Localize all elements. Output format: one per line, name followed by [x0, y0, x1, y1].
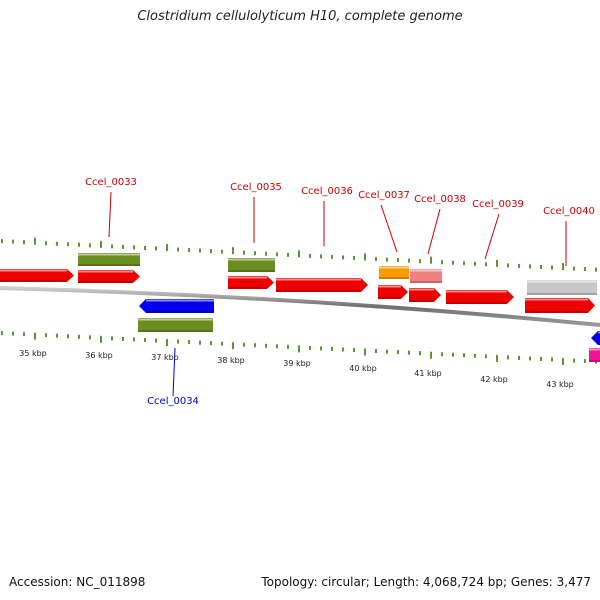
gene-feature — [228, 276, 274, 289]
reverse-tick-track — [1, 331, 597, 366]
leader-line — [108, 191, 112, 238]
gene-feature — [139, 299, 214, 313]
gene-features — [0, 253, 600, 362]
leader-line — [380, 204, 398, 253]
gene-feature — [379, 266, 409, 279]
kbp-label: 41 kbp — [414, 369, 442, 378]
map-title: Clostridium cellulolyticum H10, complete… — [137, 9, 463, 24]
gene-feature — [78, 270, 140, 283]
gene-feature — [591, 331, 600, 345]
leader-line — [484, 213, 500, 260]
gene-label: Ccel_0036 — [301, 186, 353, 197]
kbp-label: 38 kbp — [217, 356, 245, 365]
gene-feature — [138, 318, 213, 332]
gene-feature — [78, 253, 140, 266]
kbp-label: 42 kbp — [480, 375, 508, 384]
kbp-label: 39 kbp — [283, 359, 311, 368]
kbp-label: 37 kbp — [151, 353, 179, 362]
gene-label: Ccel_0039 — [472, 199, 524, 210]
gene-label: Ccel_0035 — [230, 182, 282, 193]
leader-line — [172, 347, 176, 397]
kbp-labels: 35 kbp 36 kbp 37 kbp 38 kbp 39 kbp 40 kbp 41 k… — [19, 349, 574, 389]
gene-feature — [527, 280, 597, 295]
kbp-label: 43 kbp — [546, 380, 574, 389]
gene-label: Ccel_0037 — [358, 190, 410, 201]
gene-feature — [228, 258, 275, 272]
gene-feature — [410, 269, 442, 283]
kbp-label: 36 kbp — [85, 351, 113, 360]
gene-label: Ccel_0033 — [85, 177, 137, 188]
gene-feature — [276, 278, 368, 292]
gene-labels: Ccel_0033 Ccel_0034 Ccel_0035 Ccel_0036 Ccel… — [85, 177, 595, 407]
gene-label: Ccel_0040 — [543, 206, 595, 217]
gene-feature — [409, 288, 441, 302]
forward-tick-track — [1, 237, 597, 272]
genome-backbone — [0, 286, 600, 327]
accession-text: Accession: NC_011898 — [9, 575, 146, 589]
gene-label: Ccel_0034 — [147, 396, 199, 407]
gene-feature — [0, 269, 74, 282]
genome-stats-text: Topology: circular; Length: 4,068,724 bp… — [261, 575, 591, 589]
gene-feature — [525, 298, 595, 313]
gene-label: Ccel_0038 — [414, 194, 466, 205]
kbp-label: 40 kbp — [349, 364, 377, 373]
leader-line — [427, 208, 441, 255]
gene-feature — [589, 348, 600, 362]
gene-feature — [446, 290, 514, 304]
kbp-label: 35 kbp — [19, 349, 47, 358]
label-leader-lines — [108, 191, 567, 397]
gene-feature — [378, 285, 408, 299]
